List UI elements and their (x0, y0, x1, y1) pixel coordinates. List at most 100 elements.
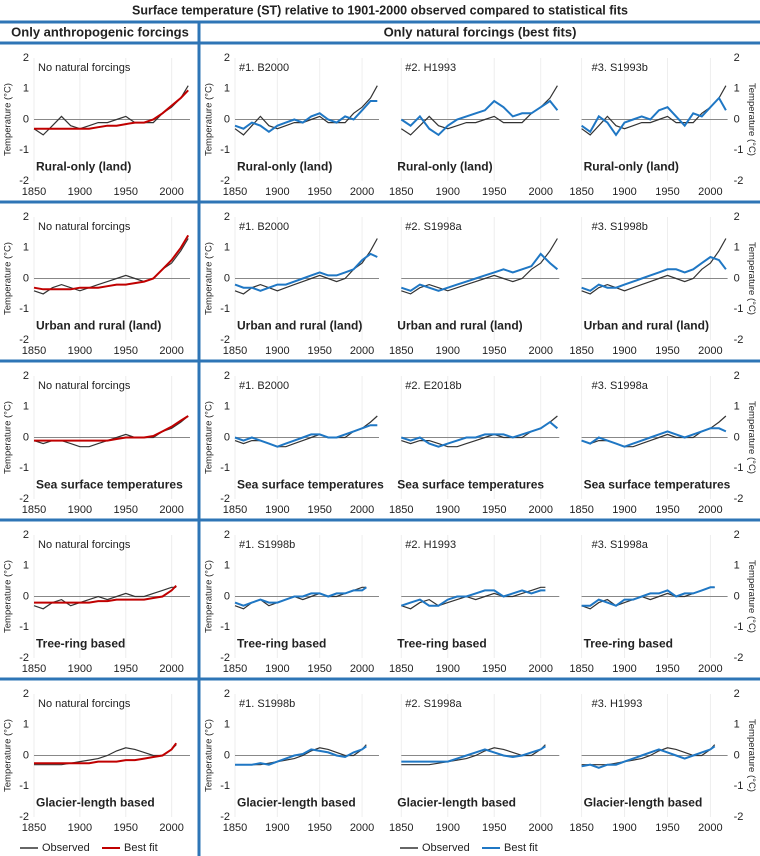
x-tick-label: 2000 (159, 663, 183, 675)
x-tick-label: 1850 (569, 663, 593, 675)
y-tick-label: 0 (23, 431, 29, 443)
y-tick-label: 0 (23, 590, 29, 602)
x-tick-label: 2000 (698, 345, 722, 357)
panel: 1850 1900 1950 2000 -2 -1 0 1 2 Temperature (°C) #… (204, 370, 385, 516)
series-line (234, 100, 378, 134)
y-tick-label: 2 (734, 529, 740, 541)
y-tick-label: 1 (224, 83, 230, 95)
x-tick-label: 1850 (389, 345, 413, 357)
separators (0, 20, 760, 856)
x-tick-label: 1900 (612, 504, 636, 516)
x-tick-label: 1850 (22, 345, 46, 357)
series-line (33, 234, 190, 291)
x-tick-label: 1900 (612, 663, 636, 675)
x-tick-label: 1900 (265, 822, 289, 834)
y-tick-label: 2 (224, 529, 230, 541)
y-tick-label: 1 (734, 560, 740, 572)
panel: 1850 1900 1950 2000 #2. S1998a Glacier-length… (389, 694, 560, 834)
series-line (34, 415, 189, 442)
panel: 1850 1900 1950 2000 #2. S1998a Urban and rura… (389, 217, 560, 357)
x-tick-label: 2000 (528, 504, 552, 516)
panel-annotation: #3. S1998a (592, 539, 649, 551)
x-tick-label: 1850 (223, 345, 247, 357)
y-tick-label: -1 (220, 462, 230, 474)
panel: 1850 1900 1950 2000 -2 -1 0 1 2 Temperature (°C) #… (204, 211, 379, 357)
panel-annotation: #3. S1998a (592, 380, 649, 392)
series-line (234, 586, 367, 610)
panel: 1850 1900 1950 2000 -2 -1 0 1 2 Temperature (°C) N… (3, 211, 190, 357)
x-tick-label: 1950 (307, 663, 331, 675)
y-axis-label: Temperature (°C) (3, 83, 14, 156)
panel-label: Tree-ring based (36, 636, 125, 650)
panel-annotation: No natural forcings (38, 221, 131, 233)
x-tick-label: 1900 (612, 186, 636, 198)
panel: 1850 1900 1950 2000 -2 -1 0 1 2 Temperature (°C) #… (204, 688, 379, 834)
x-tick-label: 1950 (482, 663, 506, 675)
x-tick-label: 1950 (307, 822, 331, 834)
x-tick-label: 2000 (159, 822, 183, 834)
series-line (581, 238, 727, 295)
y-tick-label: 0 (734, 431, 740, 443)
y-axis-label: Temperature (°C) (204, 242, 215, 315)
x-tick-label: 1850 (569, 186, 593, 198)
panel: 1850 1900 1950 2000 -2 -1 0 1 2 Temperature (°C) #… (569, 370, 757, 516)
y-axis-label: Temperature (°C) (204, 560, 215, 633)
panel-annotation: #2. H1993 (405, 62, 456, 74)
panel-annotation: #2. H1993 (405, 539, 456, 551)
y-tick-label: -2 (220, 334, 230, 346)
legend-label: Observed (42, 842, 90, 854)
series-line (581, 586, 715, 607)
y-tick-label: 2 (734, 52, 740, 64)
y-tick-label: -2 (734, 334, 744, 346)
x-tick-label: 1900 (436, 186, 460, 198)
x-tick-label: 1900 (436, 345, 460, 357)
series-line (400, 589, 546, 607)
legend-label: Best fit (124, 842, 158, 854)
y-tick-label: 1 (734, 401, 740, 413)
x-tick-label: 1950 (114, 822, 138, 834)
y-tick-label: -2 (734, 811, 744, 823)
panel-label: Glacier-length based (397, 795, 516, 809)
x-tick-label: 1950 (655, 345, 679, 357)
x-tick-label: 1950 (482, 504, 506, 516)
y-tick-label: 0 (224, 113, 230, 125)
x-tick-label: 1900 (68, 345, 92, 357)
y-tick-label: 2 (23, 370, 29, 382)
x-tick-label: 2000 (528, 822, 552, 834)
legend: Observed Best fit (400, 842, 538, 854)
x-tick-label: 1900 (265, 504, 289, 516)
series-line (234, 252, 378, 292)
y-tick-label: 2 (224, 688, 230, 700)
series-line (581, 85, 727, 136)
x-tick-label: 1900 (436, 663, 460, 675)
panel-label: Urban and rural (land) (237, 318, 362, 332)
x-tick-label: 1900 (265, 663, 289, 675)
y-tick-label: 1 (23, 560, 29, 572)
panel-label: Glacier-length based (36, 795, 155, 809)
panel-annotation: No natural forcings (38, 539, 131, 551)
y-tick-label: 2 (23, 211, 29, 223)
y-tick-label: -1 (220, 303, 230, 315)
y-tick-label: -1 (734, 462, 744, 474)
y-tick-label: 1 (734, 83, 740, 95)
series-line (581, 96, 727, 137)
y-tick-label: 0 (224, 272, 230, 284)
x-tick-label: 1900 (265, 186, 289, 198)
panel-annotation: #3. H1993 (592, 698, 643, 710)
panel-annotation: No natural forcings (38, 698, 131, 710)
panel-label: Urban and rural (land) (36, 318, 161, 332)
y-tick-label: 0 (224, 431, 230, 443)
x-tick-label: 2000 (350, 822, 374, 834)
series-line (581, 745, 716, 769)
y-tick-label: -2 (19, 652, 29, 664)
y-tick-label: 1 (224, 719, 230, 731)
y-tick-label: 0 (734, 113, 740, 125)
y-axis-label: Temperature (°C) (3, 242, 14, 315)
x-tick-label: 1950 (307, 504, 331, 516)
series-line (401, 238, 558, 295)
series-line (34, 89, 189, 130)
panel: 1850 1900 1950 2000 -2 -1 0 1 2 Temperature (°C) N… (3, 688, 190, 834)
y-tick-label: 0 (23, 113, 29, 125)
x-tick-label: 1900 (68, 504, 92, 516)
series-line (401, 745, 546, 763)
